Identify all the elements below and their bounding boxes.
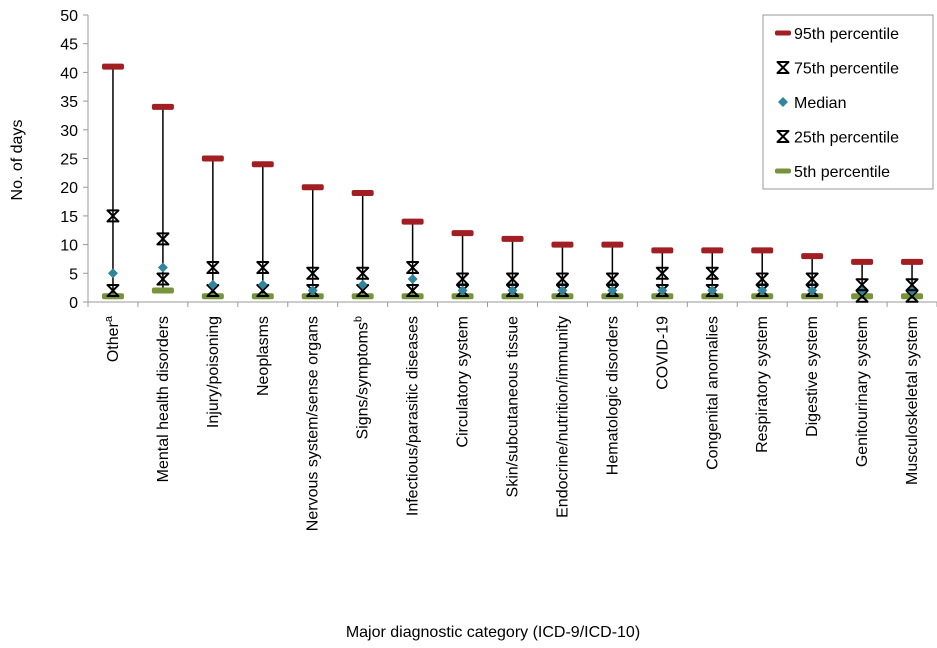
legend-label-5th-percentile: 5th percentile xyxy=(794,164,890,181)
legend-marker-95th-percentile xyxy=(775,30,791,36)
y-axis-title: No. of days xyxy=(9,120,26,201)
x-tick-label: Circulatory system xyxy=(455,316,472,448)
x-tick-label: Digestive system xyxy=(804,316,821,437)
median-marker xyxy=(457,285,468,296)
y-tick-label: 50 xyxy=(60,8,78,25)
median-marker xyxy=(307,285,318,296)
median-marker xyxy=(257,279,268,290)
75th-percentile-marker xyxy=(855,278,869,292)
median-marker xyxy=(557,285,568,296)
median-marker xyxy=(207,279,218,290)
x-tick-label: Skin/subcutaneous tissue xyxy=(505,316,522,498)
75th-percentile-marker xyxy=(206,261,220,275)
y-tick-label: 15 xyxy=(60,209,78,226)
median-marker xyxy=(657,285,668,296)
median-marker xyxy=(407,274,418,285)
x-tick-label: Othera xyxy=(103,315,122,362)
95th-percentile-marker xyxy=(601,241,624,248)
legend-label-75th-percentile: 75th percentile xyxy=(794,61,899,78)
median-marker xyxy=(507,285,518,296)
95th-percentile-marker xyxy=(651,247,674,254)
legend: 95th percentile 75th percentile Median 25th… xyxy=(762,14,934,190)
legend-box xyxy=(762,14,934,190)
x-tick-label: Mental health disorders xyxy=(155,316,172,482)
median-marker xyxy=(157,262,168,273)
x-tick-label: Hematologic disorders xyxy=(604,316,621,475)
y-tick-label: 0 xyxy=(69,295,78,312)
75th-percentile-marker xyxy=(256,261,270,275)
75th-percentile-marker xyxy=(306,266,320,280)
75th-percentile-marker xyxy=(106,209,120,223)
y-tick-label: 20 xyxy=(60,180,78,197)
75th-percentile-marker xyxy=(156,232,170,246)
y-tick-label: 25 xyxy=(60,152,78,169)
legend-marker-75th-percentile xyxy=(776,61,790,74)
legend-label-25th-percentile: 25th percentile xyxy=(794,130,899,147)
95th-percentile-marker xyxy=(351,189,374,196)
median-marker xyxy=(107,268,118,279)
75th-percentile-marker xyxy=(755,272,769,286)
95th-percentile-marker xyxy=(801,253,824,260)
x-tick-label: Nervous system/sense organs xyxy=(305,316,322,531)
75th-percentile-marker xyxy=(456,272,470,286)
legend-label-median: Median xyxy=(794,95,846,112)
x-tick-label: Infectious/parasitic diseases xyxy=(405,316,422,516)
y-tick-label: 35 xyxy=(60,94,78,111)
median-marker xyxy=(357,279,368,290)
x-tick-label: Endocrine/nutrition/immunity xyxy=(554,316,571,518)
y-tick-label: 10 xyxy=(60,238,78,255)
95th-percentile-marker xyxy=(251,161,274,168)
x-tick-label: Respiratory system xyxy=(754,316,771,453)
95th-percentile-marker xyxy=(551,241,574,248)
25th-percentile-marker xyxy=(406,284,420,298)
x-tick-label: Genitourinary system xyxy=(854,316,871,467)
95th-percentile-marker xyxy=(851,258,874,265)
75th-percentile-marker xyxy=(555,272,569,286)
75th-percentile-marker xyxy=(655,266,669,280)
legend-label-95th-percentile: 95th percentile xyxy=(794,26,899,43)
x-tick-label: COVID-19 xyxy=(654,316,671,390)
75th-percentile-marker xyxy=(805,272,819,286)
x-axis-title: Major diagnostic category (ICD-9/ICD-10) xyxy=(346,624,640,641)
x-tick-label: Musculoskeletal system xyxy=(904,316,921,485)
75th-percentile-marker xyxy=(705,266,719,280)
median-marker xyxy=(607,285,618,296)
y-tick-label: 5 xyxy=(69,266,78,283)
75th-percentile-marker xyxy=(506,272,519,286)
95th-percentile-marker xyxy=(201,155,224,162)
x-tick-label: Congenital anomalies xyxy=(704,316,721,470)
median-marker xyxy=(757,285,768,296)
95th-percentile-marker xyxy=(151,103,174,110)
95th-percentile-marker xyxy=(751,247,774,254)
y-tick-label: 45 xyxy=(60,37,78,54)
75th-percentile-marker xyxy=(905,278,919,292)
legend-marker-median xyxy=(778,97,788,107)
median-marker xyxy=(807,285,818,296)
x-tick-label: Injury/poisoning xyxy=(205,316,222,428)
95th-percentile-marker xyxy=(301,184,324,191)
95th-percentile-marker xyxy=(501,235,524,242)
legend-marker-25th-percentile xyxy=(776,130,790,143)
median-marker xyxy=(707,285,718,296)
95th-percentile-marker xyxy=(101,63,124,70)
y-tick-label: 40 xyxy=(60,65,78,82)
legend-marker-5th-percentile xyxy=(775,168,791,174)
x-tick-label: Signs/symptomsb xyxy=(353,316,372,440)
95th-percentile-marker xyxy=(401,218,424,225)
75th-percentile-marker xyxy=(605,272,619,286)
y-tick-label: 30 xyxy=(60,123,78,140)
95th-percentile-marker xyxy=(901,258,924,265)
95th-percentile-marker xyxy=(701,247,724,254)
x-tick-label: Neoplasms xyxy=(255,316,272,396)
25th-percentile-marker xyxy=(156,272,170,286)
75th-percentile-marker xyxy=(406,261,420,275)
95th-percentile-marker xyxy=(451,230,474,237)
5th-percentile-marker xyxy=(151,287,174,294)
75th-percentile-marker xyxy=(356,266,370,280)
25th-percentile-marker xyxy=(106,284,120,298)
